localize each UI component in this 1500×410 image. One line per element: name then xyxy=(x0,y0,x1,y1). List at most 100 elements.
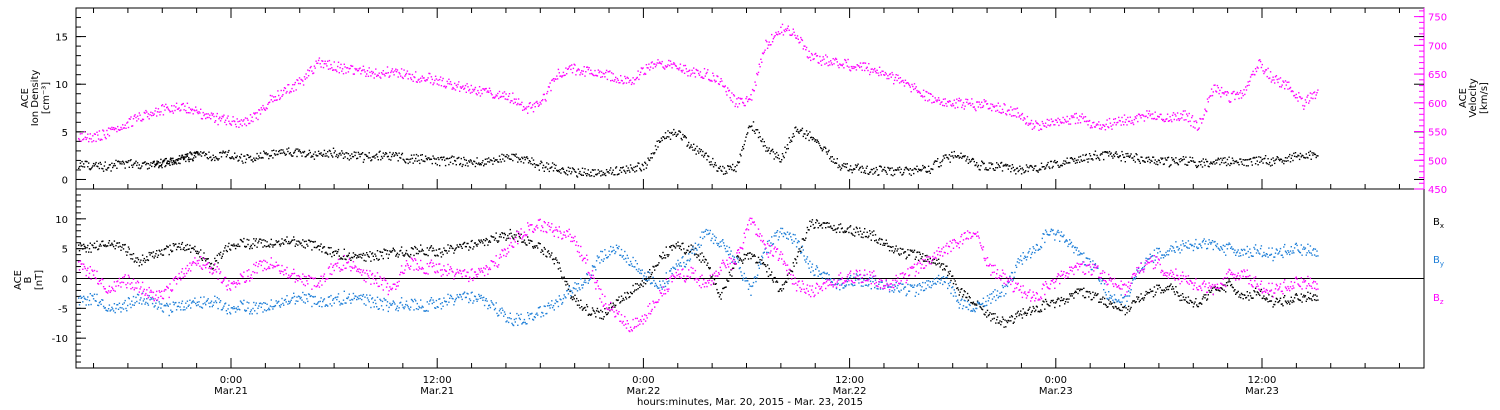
density-point xyxy=(1238,164,1240,166)
bx-point xyxy=(1225,282,1228,284)
velocity-point xyxy=(1257,67,1259,69)
by-point xyxy=(130,306,132,309)
velocity-point xyxy=(970,104,972,107)
velocity-point xyxy=(952,104,955,107)
velocity-point xyxy=(527,105,530,108)
density-point xyxy=(1153,162,1156,164)
bx-point xyxy=(861,233,863,235)
bx-point xyxy=(998,322,1000,324)
density-point xyxy=(1232,159,1234,162)
density-point xyxy=(130,159,132,161)
bx-point xyxy=(97,248,100,250)
bx-point xyxy=(832,229,834,231)
velocity-point xyxy=(767,44,770,46)
velocity-point xyxy=(926,91,928,93)
density-point xyxy=(937,158,939,160)
bx-point xyxy=(712,283,715,285)
density-point xyxy=(869,171,872,173)
velocity-point xyxy=(1148,110,1151,112)
velocity-point xyxy=(568,66,570,68)
velocity-point xyxy=(440,85,443,87)
velocity-point xyxy=(664,65,667,67)
bx-point xyxy=(902,248,904,250)
density-point xyxy=(755,129,757,131)
velocity-point xyxy=(692,72,694,74)
density-point xyxy=(1266,163,1268,165)
bx-point xyxy=(838,224,840,226)
velocity-point xyxy=(478,92,480,94)
by-point xyxy=(216,296,218,299)
by-point xyxy=(165,305,167,307)
velocity-point xyxy=(1233,90,1235,93)
bx-point xyxy=(1099,298,1102,300)
density-tick-label: 10 xyxy=(55,80,68,91)
density-point xyxy=(827,151,829,153)
bx-point xyxy=(1235,293,1237,295)
density-point xyxy=(693,149,696,151)
bx-point xyxy=(1238,296,1240,298)
bx-point xyxy=(161,249,163,251)
density-point xyxy=(112,166,114,169)
density-point xyxy=(151,165,153,168)
density-point xyxy=(164,165,166,168)
velocity-point xyxy=(900,81,902,83)
velocity-point xyxy=(179,110,181,112)
density-point xyxy=(1105,151,1107,154)
time-tick-label-time: 12:00 xyxy=(1248,375,1277,386)
density-point xyxy=(106,169,108,171)
bx-point xyxy=(599,317,601,319)
bx-point xyxy=(233,243,235,245)
velocity-point xyxy=(122,124,124,126)
bx-point xyxy=(733,262,736,265)
velocity-point xyxy=(1112,124,1114,126)
by-point xyxy=(146,302,149,305)
velocity-point xyxy=(791,33,794,35)
density-point xyxy=(1191,157,1194,159)
bx-point xyxy=(844,230,846,232)
bx-point xyxy=(94,247,96,249)
density-point xyxy=(818,142,820,145)
density-point xyxy=(934,160,936,162)
density-point xyxy=(751,129,754,131)
bx-point xyxy=(1132,300,1135,302)
bx-point xyxy=(539,243,541,245)
velocity-point xyxy=(220,117,223,120)
velocity-point xyxy=(537,105,540,107)
density-point xyxy=(224,152,226,154)
velocity-point xyxy=(457,83,459,86)
density-point xyxy=(930,168,932,170)
density-point xyxy=(1271,164,1273,166)
bx-point xyxy=(799,250,801,252)
bx-point xyxy=(526,244,528,246)
velocity-point xyxy=(320,66,322,68)
density-point xyxy=(766,146,768,149)
velocity-point xyxy=(195,109,198,111)
velocity-point xyxy=(193,109,195,111)
velocity-point xyxy=(328,59,331,62)
bx-point xyxy=(1302,296,1304,298)
bx-point xyxy=(931,262,933,264)
density-point xyxy=(541,161,543,164)
bx-point xyxy=(1314,294,1317,296)
bx-point xyxy=(1122,306,1124,308)
bx-point xyxy=(522,241,524,243)
density-point xyxy=(667,130,669,132)
density-point xyxy=(625,172,627,174)
bx-point xyxy=(1229,281,1231,283)
bx-point xyxy=(716,288,718,291)
density-point xyxy=(348,159,350,161)
bx-point xyxy=(698,259,701,261)
bx-point xyxy=(566,283,569,285)
by-point xyxy=(83,295,85,298)
time-tick-label-time: 12:00 xyxy=(423,375,452,386)
bx-point xyxy=(83,243,85,246)
bx-point xyxy=(816,220,819,222)
bx-point xyxy=(1024,311,1026,313)
velocity-point xyxy=(938,99,941,101)
bx-point xyxy=(135,257,137,259)
density-point xyxy=(888,167,890,169)
density-point xyxy=(1296,156,1298,158)
density-point xyxy=(1259,156,1262,159)
density-point xyxy=(320,152,322,154)
density-point xyxy=(830,156,832,158)
